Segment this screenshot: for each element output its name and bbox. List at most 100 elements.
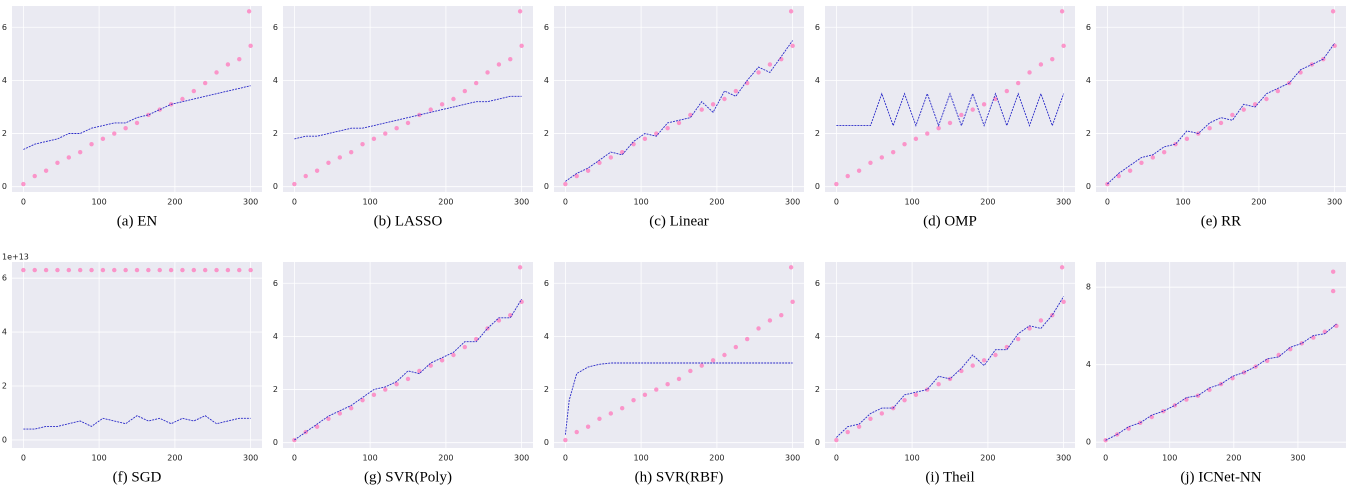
- actual-point: [134, 267, 140, 273]
- actual-point: [405, 376, 411, 382]
- actual-point: [993, 352, 998, 358]
- actual-point: [1038, 318, 1044, 323]
- actual-point: [191, 267, 197, 273]
- actual-point: [180, 96, 185, 102]
- y-tick-label: 0: [1086, 182, 1091, 191]
- caption: (i) Theil: [925, 469, 974, 485]
- x-tick-label: 0: [1103, 454, 1108, 463]
- actual-point: [1015, 336, 1021, 342]
- actual-point: [947, 120, 953, 126]
- actual-point: [191, 88, 197, 94]
- actual-point: [360, 141, 365, 147]
- actual-point: [248, 267, 253, 273]
- prediction-line: [294, 95, 522, 140]
- y-tick-label: 2: [1086, 129, 1091, 138]
- actual-point: [597, 160, 602, 165]
- actual-point: [1218, 120, 1224, 126]
- x-tick-label: 300: [243, 198, 258, 207]
- x-tick-label: 0: [834, 198, 839, 207]
- actual-point: [767, 62, 773, 67]
- actual-point: [348, 149, 354, 155]
- actual-point: [913, 392, 919, 398]
- actual-point: [371, 136, 377, 142]
- plot-area: [12, 262, 262, 448]
- actual-point: [1241, 370, 1247, 375]
- actual-point: [790, 43, 795, 49]
- actual-point: [868, 416, 873, 421]
- y-tick-label: 6: [2, 274, 7, 283]
- actual-point: [779, 56, 784, 62]
- actual-point: [66, 155, 72, 160]
- actual-point: [21, 267, 26, 273]
- caption: (e) RR: [1201, 213, 1241, 229]
- actual-point: [1288, 346, 1293, 352]
- x-tick-label: 200: [167, 198, 182, 207]
- actual-point: [563, 181, 568, 187]
- prediction-line: [836, 296, 1064, 438]
- actual-point: [473, 336, 479, 342]
- x-tick-label: 0: [1105, 198, 1110, 207]
- actual-point: [959, 112, 964, 118]
- actual-point: [676, 120, 682, 126]
- actual-point: [202, 267, 208, 273]
- actual-point: [788, 265, 794, 270]
- actual-point: [383, 131, 388, 136]
- actual-point: [55, 267, 60, 273]
- y-tick-label: 4: [273, 76, 278, 85]
- actual-point: [585, 168, 591, 173]
- plot-area: [283, 262, 533, 448]
- y-tick-label: 2: [544, 385, 549, 394]
- y-tick-label: 2: [273, 129, 278, 138]
- y-tick-label: 8: [1086, 283, 1091, 292]
- y-tick-label: 2: [2, 129, 7, 138]
- actual-point: [790, 299, 795, 305]
- actual-point: [303, 173, 308, 179]
- x-tick-label: 300: [1290, 454, 1305, 463]
- actual-point: [879, 155, 885, 160]
- actual-point: [394, 126, 399, 131]
- actual-point: [1027, 326, 1032, 331]
- x-tick-label: 100: [362, 198, 377, 207]
- actual-point: [710, 102, 716, 107]
- actual-point: [123, 126, 128, 131]
- actual-point: [902, 397, 907, 403]
- actual-point: [608, 411, 614, 416]
- actual-point: [1330, 9, 1336, 14]
- x-tick-label: 100: [904, 198, 919, 207]
- actual-point: [1161, 408, 1166, 414]
- actual-point: [146, 267, 151, 273]
- y-tick-label: 0: [2, 182, 7, 191]
- actual-point: [699, 363, 704, 368]
- actual-point: [519, 43, 524, 49]
- y-tick-label: 0: [815, 182, 820, 191]
- actual-point: [439, 102, 445, 107]
- actual-point: [214, 267, 219, 273]
- caption: (b) LASSO: [374, 213, 443, 229]
- actual-point: [654, 131, 659, 136]
- y-tick-label: 2: [544, 129, 549, 138]
- x-tick-label: 100: [1175, 198, 1190, 207]
- actual-point: [89, 267, 94, 273]
- actual-point: [856, 168, 862, 173]
- actual-point: [699, 107, 704, 112]
- x-tick-label: 100: [362, 454, 377, 463]
- actual-point: [451, 96, 456, 102]
- actual-point: [936, 126, 941, 131]
- actual-point: [55, 160, 60, 165]
- actual-point: [665, 126, 670, 131]
- prediction-line: [564, 362, 793, 435]
- actual-point: [879, 411, 885, 416]
- prediction-line: [294, 298, 522, 441]
- actual-point: [1050, 56, 1055, 62]
- actual-point: [292, 437, 297, 443]
- actual-point: [1126, 426, 1131, 431]
- actual-point: [326, 416, 331, 421]
- actual-point: [225, 267, 231, 273]
- prediction-line: [23, 415, 251, 430]
- actual-point: [123, 267, 128, 273]
- actual-point: [1061, 43, 1066, 49]
- y-tick-label: 2: [2, 382, 7, 391]
- actual-point: [1038, 62, 1044, 67]
- actual-point: [788, 9, 794, 14]
- actual-point: [89, 141, 94, 147]
